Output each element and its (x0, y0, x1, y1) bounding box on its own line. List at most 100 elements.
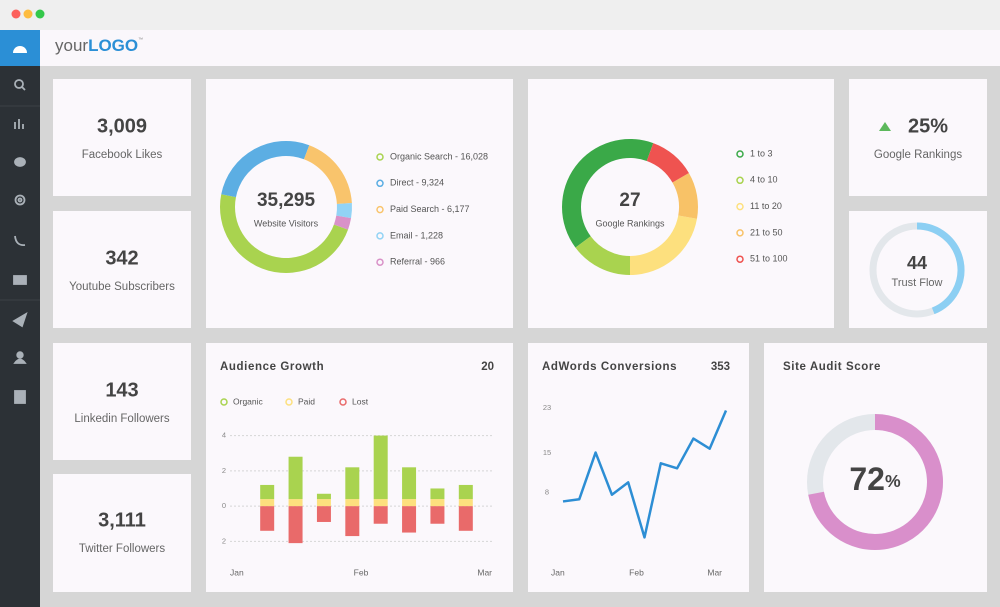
donut-slice (333, 215, 352, 230)
card (53, 343, 191, 460)
window-maximize[interactable] (35, 9, 45, 19)
bar-segment (316, 493, 331, 500)
legend-marker (736, 255, 744, 263)
legend-marker (376, 205, 384, 214)
y-tick-label: 2 (222, 536, 226, 545)
bar-segment (345, 506, 360, 537)
legend-label: 4 to 10 (750, 175, 778, 185)
donut-slice (220, 194, 349, 273)
window-close[interactable] (11, 9, 21, 19)
gauge-arc (808, 414, 943, 550)
bar-segment (260, 484, 275, 500)
legend-label: Organic (233, 396, 264, 406)
donut-slice (221, 141, 310, 198)
legend-label: Referral - 966 (390, 257, 445, 267)
x-label: Jan (230, 567, 244, 577)
bar-segment (288, 456, 303, 500)
legend-marker (339, 398, 347, 406)
nav-reports[interactable] (14, 119, 24, 129)
bar-segment (288, 506, 303, 544)
gauge-number: 44 (907, 253, 927, 273)
bar-segment (316, 499, 331, 507)
legend-marker (736, 202, 744, 211)
y-tick-label: 4 (222, 431, 226, 440)
stat-value: 3,009 (97, 115, 147, 137)
donut-slice (672, 173, 698, 219)
bar-segment (402, 506, 417, 533)
donut-slice (646, 143, 689, 183)
y-tick-label: 2 (222, 466, 226, 475)
bar-segment (373, 506, 388, 524)
nav-search[interactable] (14, 79, 26, 91)
x-label: Jan (551, 567, 565, 577)
legend-marker (376, 232, 384, 240)
legend-marker (736, 176, 744, 185)
card (528, 343, 749, 592)
bar-segment (458, 484, 473, 500)
legend-marker (736, 229, 744, 237)
gauge-label: Trust Flow (892, 277, 943, 289)
legend-label: Lost (352, 396, 369, 406)
legend-marker (220, 398, 228, 406)
legend-marker (736, 150, 744, 158)
y-tick-label: 15 (543, 448, 551, 457)
card-title: Site Audit Score (783, 361, 881, 373)
nav-tasks[interactable] (14, 390, 26, 404)
card (53, 474, 191, 592)
card (849, 79, 987, 196)
legend-label: Direct - 9,324 (390, 178, 444, 188)
nav-calls[interactable] (14, 235, 26, 246)
stat-label: Linkedin Followers (74, 413, 169, 425)
stat-value: 143 (105, 379, 138, 401)
x-label: Feb (629, 567, 644, 577)
kpi-value: 25% (908, 115, 948, 137)
x-label: Mar (477, 567, 492, 577)
line (562, 409, 728, 539)
bar-segment (430, 499, 445, 507)
legend-label: Paid Search - 6,177 (390, 204, 470, 214)
nav-mail[interactable] (13, 275, 27, 285)
legend-label: Email - 1,228 (390, 230, 443, 240)
nav-mentions[interactable] (14, 194, 26, 206)
gauge-arc (916, 222, 965, 315)
donut-slice (575, 236, 630, 275)
gauge-number: 72 (849, 461, 885, 497)
gauge-unit: % (885, 471, 901, 491)
stat-label: Facebook Likes (82, 149, 163, 161)
stat-label: Twitter Followers (79, 543, 166, 555)
donut-center-value: 35,295 (257, 190, 316, 211)
legend-label: Organic Search - 16,028 (390, 151, 488, 161)
trend-up-icon (879, 122, 891, 131)
bar-segment (373, 435, 388, 500)
window-minimize[interactable] (23, 9, 33, 19)
bar-segment (260, 499, 275, 507)
card (764, 343, 987, 592)
bar-segment (345, 467, 360, 500)
card-title: Audience Growth (220, 361, 324, 373)
nav-comments[interactable] (14, 157, 26, 167)
card-title: AdWords Conversions (542, 361, 677, 373)
logo-light: your (55, 36, 88, 55)
gauge-value: 72% (849, 461, 901, 497)
bar-segment (373, 499, 388, 507)
y-tick-label: 23 (543, 403, 551, 412)
card (53, 211, 191, 328)
bar-segment (316, 506, 331, 522)
card (206, 79, 513, 328)
legend-label: 21 to 50 (750, 227, 783, 237)
card-total: 353 (711, 361, 730, 373)
logo: yourLOGO™ (55, 36, 143, 55)
kpi-label: Google Rankings (874, 149, 962, 161)
x-label: Mar (707, 567, 722, 577)
legend-label: 51 to 100 (750, 254, 788, 264)
nav-users[interactable] (13, 351, 27, 364)
nav-send[interactable] (12, 312, 28, 328)
nav-icons (12, 79, 28, 404)
legend-label: 1 to 3 (750, 148, 773, 158)
y-tick-label: 8 (545, 487, 549, 496)
donut-slice (562, 138, 654, 248)
gauge-value: 44 (907, 253, 927, 273)
donut-slice (336, 203, 352, 219)
legend-marker (376, 258, 384, 266)
